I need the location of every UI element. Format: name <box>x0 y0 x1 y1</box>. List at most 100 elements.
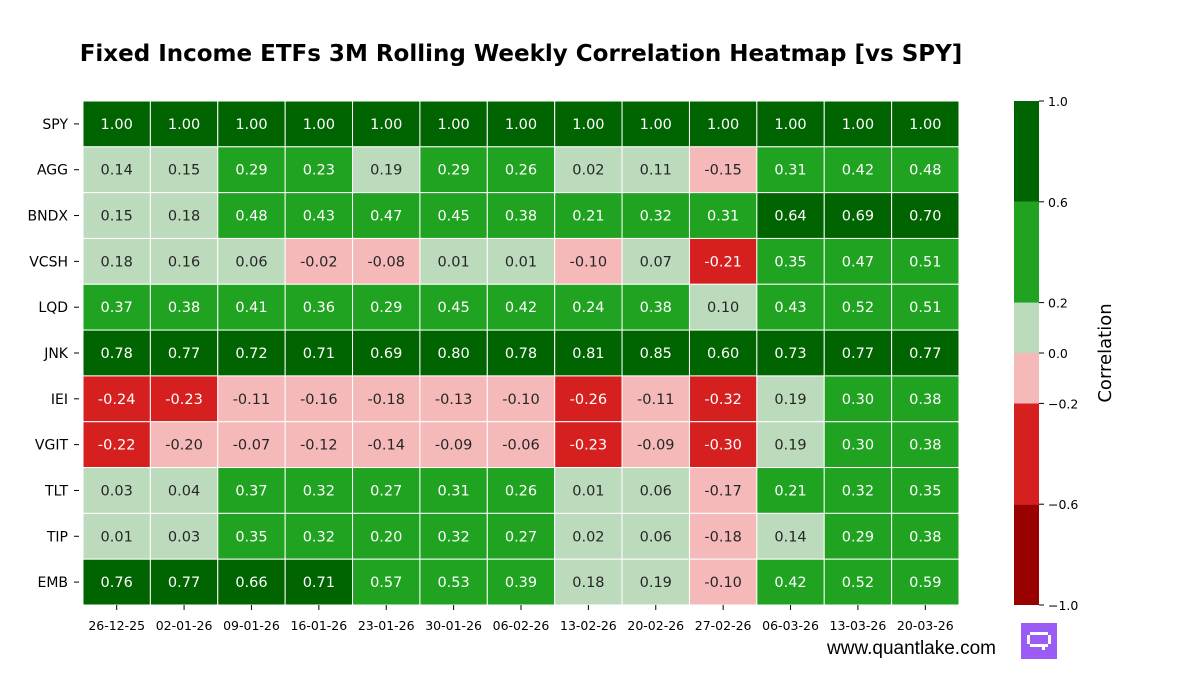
heatmap-cell <box>621 421 690 469</box>
cell-value: 1.00 <box>303 117 335 133</box>
cell-value: 0.21 <box>572 209 604 225</box>
cell-value: -0.10 <box>570 254 608 270</box>
colorbar-segment <box>1014 101 1039 202</box>
cell-value: 0.23 <box>303 163 335 179</box>
cell-value: 0.78 <box>101 346 133 362</box>
cell-value: 0.29 <box>842 529 874 545</box>
heatmap-cell <box>891 329 960 377</box>
cell-value: 0.38 <box>909 392 941 408</box>
heatmap-cell <box>352 192 421 239</box>
cell-value: 0.45 <box>437 209 469 225</box>
cell-value: 0.80 <box>437 346 469 362</box>
cell-value: -0.30 <box>704 438 742 454</box>
watermark: www.quantlake.com <box>827 638 996 659</box>
heatmap-cell <box>486 329 556 377</box>
cell-value: 0.16 <box>168 254 200 270</box>
cell-value: 0.77 <box>168 346 200 362</box>
heatmap-cell <box>554 512 623 560</box>
heatmap-cell <box>419 421 488 469</box>
heatmap-cell <box>217 283 286 331</box>
heatmap-cell <box>82 512 151 560</box>
cell-value: 0.48 <box>235 209 267 225</box>
cell-value: 1.00 <box>774 117 806 133</box>
cell-value: 0.51 <box>909 300 941 316</box>
cell-value: -0.24 <box>98 392 136 408</box>
row-label: JNK <box>43 346 69 362</box>
cell-value: 0.14 <box>774 529 806 545</box>
heatmap-cell <box>419 237 488 285</box>
cell-value: 0.37 <box>235 483 267 499</box>
cell-value: 0.64 <box>774 209 806 225</box>
heatmap-cell <box>891 237 960 285</box>
heatmap-cell <box>891 146 960 194</box>
cell-value: -0.21 <box>704 254 742 270</box>
cell-value: 0.73 <box>774 346 806 362</box>
heatmap-cell <box>621 512 690 560</box>
heatmap-cell <box>284 558 354 606</box>
heatmap-cell <box>823 192 893 239</box>
heatmap-cell <box>352 375 421 423</box>
heatmap-cell <box>823 237 893 285</box>
cell-value: 0.21 <box>774 483 806 499</box>
heatmap-cell <box>419 329 488 377</box>
heatmap-cell <box>352 421 421 469</box>
heatmap-cell <box>621 237 690 285</box>
cell-value: 0.38 <box>505 209 537 225</box>
cell-value: -0.20 <box>165 438 203 454</box>
cell-value: 0.69 <box>370 346 402 362</box>
column-label: 09-01-26 <box>223 618 280 633</box>
cell-value: 1.00 <box>640 117 672 133</box>
heatmap-cell <box>419 100 488 148</box>
cell-value: 0.32 <box>640 209 672 225</box>
cell-value: 0.77 <box>842 346 874 362</box>
cell-value: 0.32 <box>303 483 335 499</box>
colorbar-segment <box>1014 504 1039 605</box>
heatmap-cell <box>352 512 421 560</box>
cell-value: 0.85 <box>640 346 672 362</box>
heatmap-cell <box>419 558 488 606</box>
heatmap-cell <box>554 558 623 606</box>
heatmap-cell <box>688 467 758 514</box>
column-label: 16-01-26 <box>290 618 347 633</box>
heatmap-cell <box>891 192 960 239</box>
row-label: AGG <box>37 163 68 179</box>
cell-value: 0.01 <box>101 529 133 545</box>
cell-value: 0.03 <box>168 529 200 545</box>
cell-value: 0.38 <box>909 529 941 545</box>
heatmap-cell <box>554 237 623 285</box>
colorbar-tick-label: 0.6 <box>1048 195 1068 210</box>
cell-value: 0.29 <box>437 163 469 179</box>
column-label: 20-03-26 <box>897 618 954 633</box>
cell-value: 0.01 <box>505 254 537 270</box>
column-label: 06-03-26 <box>762 618 819 633</box>
cell-value: 0.32 <box>437 529 469 545</box>
row-label: LQD <box>38 300 68 316</box>
heatmap-cell <box>217 421 286 469</box>
cell-value: 0.81 <box>572 346 604 362</box>
colorbar-tick-label: −0.6 <box>1048 497 1078 512</box>
heatmap-cell <box>891 100 960 148</box>
cell-value: 0.38 <box>909 438 941 454</box>
colorbar-tick-label: 0.2 <box>1048 296 1068 311</box>
cell-value: -0.15 <box>704 163 742 179</box>
heatmap-cell <box>82 237 151 285</box>
heatmap-cell <box>688 375 758 423</box>
heatmap-cell <box>217 329 286 377</box>
cell-value: 0.10 <box>707 300 739 316</box>
cell-value: 0.38 <box>168 300 200 316</box>
cell-value: 0.43 <box>303 209 335 225</box>
heatmap-cell <box>82 467 151 514</box>
column-label: 23-01-26 <box>358 618 415 633</box>
cell-value: -0.11 <box>637 392 675 408</box>
heatmap-cell <box>284 375 354 423</box>
heatmap-cell <box>149 100 219 148</box>
heatmap-cell <box>756 512 825 560</box>
cell-value: 1.00 <box>707 117 739 133</box>
colorbar-segment <box>1014 353 1039 404</box>
heatmap-cell <box>217 192 286 239</box>
cell-value: 0.07 <box>640 254 672 270</box>
cell-value: 0.32 <box>303 529 335 545</box>
cell-value: 0.35 <box>909 483 941 499</box>
colorbar-tick-label: −0.2 <box>1048 396 1078 411</box>
column-label: 02-01-26 <box>156 618 213 633</box>
